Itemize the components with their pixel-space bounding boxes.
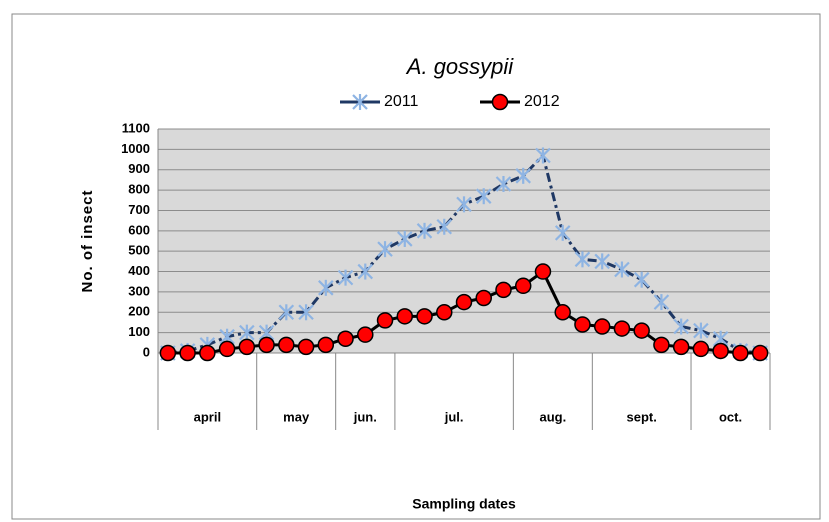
x-group-label: jul. [444,409,464,424]
point [416,308,433,325]
point [436,218,453,235]
point [337,330,354,347]
point [751,344,769,362]
point [357,263,374,280]
point [396,308,414,325]
x-group-label: oct. [719,409,742,424]
y-tick-label: 0 [143,344,150,359]
point [514,277,532,295]
point [298,304,314,321]
point [199,344,216,362]
point [456,196,472,213]
x-group-label: sept. [627,409,657,424]
x-group-label: jun. [353,409,377,424]
point [475,188,492,205]
point [574,316,591,333]
point [278,304,295,321]
y-tick-label: 1000 [121,141,150,156]
point [238,338,256,356]
point [436,304,453,321]
point [239,324,255,341]
point [693,322,709,339]
x-group-label: may [283,409,310,424]
point [593,318,611,335]
point [554,224,571,241]
point [712,342,729,360]
point [318,279,334,296]
point [475,289,492,307]
y-tick-label: 100 [128,324,150,339]
y-tick-label: 400 [128,263,150,278]
point [337,269,354,286]
point [653,294,670,311]
point [495,281,512,299]
point [653,336,670,354]
point [377,241,393,258]
point [633,322,650,339]
point [614,261,630,278]
point [613,320,631,337]
point [672,338,690,356]
plot-area [158,129,770,353]
y-tick-label: 600 [128,222,150,237]
legend-label: 2011 [384,93,419,110]
chart-title: A. gossypii [405,54,514,79]
point [376,312,394,329]
point [535,147,551,164]
y-tick-label: 900 [128,161,150,176]
point [317,336,335,354]
point [396,230,413,247]
y-tick-label: 700 [128,202,150,217]
point [278,336,295,354]
point [352,94,368,110]
y-axis-label: No. of insect [79,189,96,292]
point [357,326,374,343]
legend-marker [352,94,368,110]
point [534,263,552,280]
point [732,344,749,362]
point [554,304,571,321]
point [258,336,275,354]
point [491,93,509,111]
point [495,175,512,192]
y-tick-label: 1100 [122,120,150,135]
point [594,253,610,270]
x-axis-label: Sampling dates [412,496,516,512]
point [455,293,473,311]
point [159,344,177,362]
point [297,338,315,356]
y-tick-label: 200 [128,304,150,319]
x-group-label: april [194,409,221,424]
point [515,167,532,184]
point [673,318,689,335]
point [179,344,196,362]
point [218,340,236,358]
y-tick-label: 300 [128,283,150,298]
y-tick-label: 800 [128,182,150,197]
point [416,222,433,239]
point [574,251,591,268]
point [692,340,710,358]
x-group-label: aug. [539,409,566,424]
point [633,271,650,288]
legend-marker [491,93,509,111]
y-tick-label: 500 [128,243,150,258]
legend-label: 2012 [524,93,560,110]
